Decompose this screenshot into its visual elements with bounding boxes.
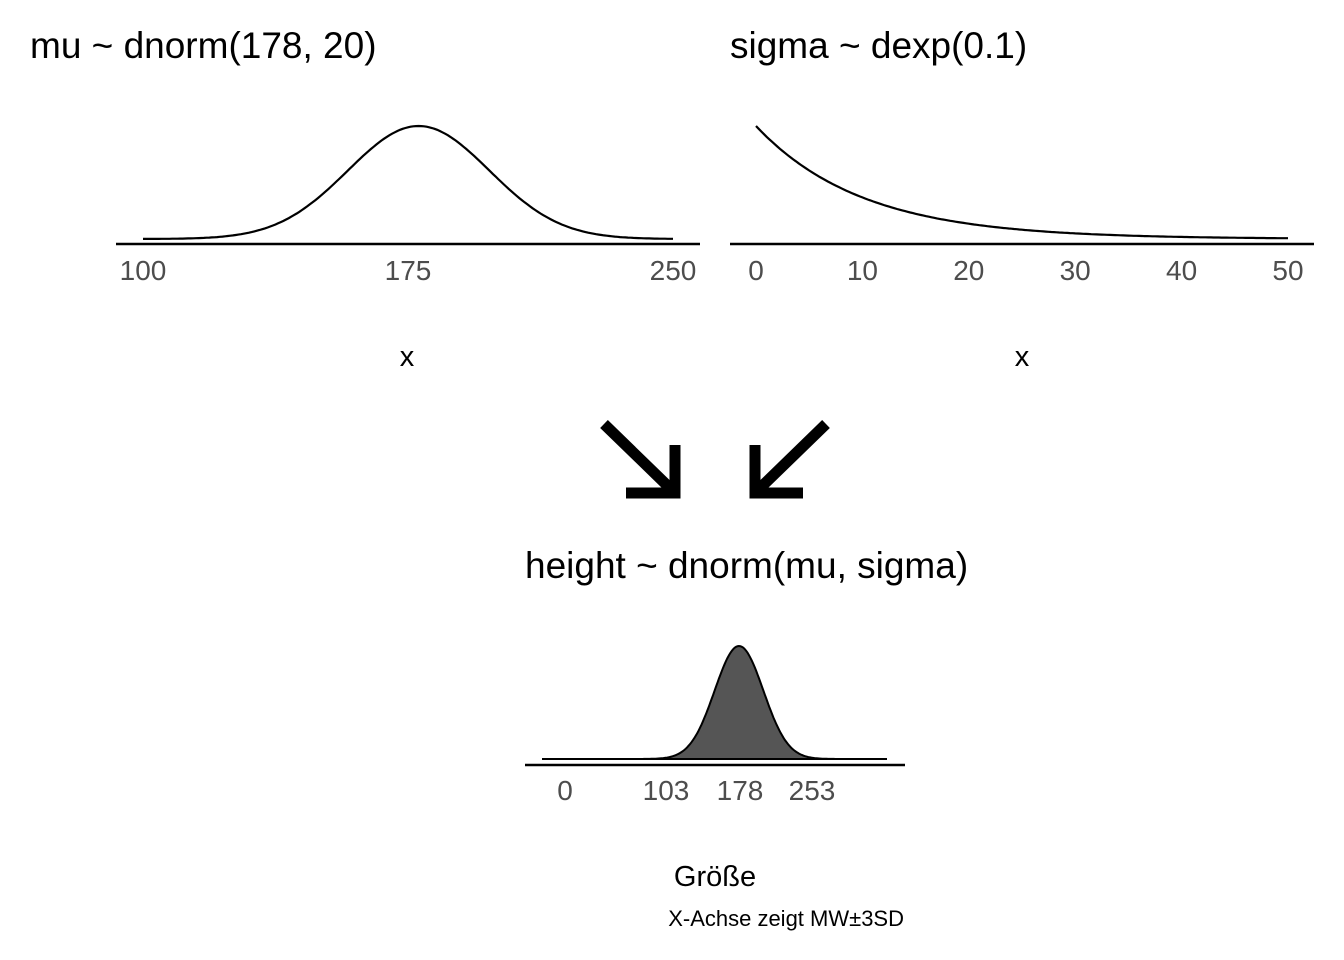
x-tick-label: 250 <box>650 255 697 286</box>
mu-tick-labels: 100 175 250 <box>120 255 697 286</box>
height-title: height ~ dnorm(mu, sigma) <box>525 545 968 586</box>
x-tick-label: 50 <box>1272 255 1303 286</box>
mu-prior-panel: mu ~ dnorm(178, 20) 100 175 250 x <box>30 25 700 373</box>
arrow-down-right-icon <box>600 420 681 499</box>
x-tick-label: 40 <box>1166 255 1197 286</box>
x-tick-label: 178 <box>717 775 764 806</box>
sigma-prior-title: sigma ~ dexp(0.1) <box>730 25 1027 66</box>
height-x-axis-label: Größe <box>674 861 756 893</box>
height-tick-labels: 0 103 178 253 <box>557 775 835 806</box>
x-tick-label: 100 <box>120 255 167 286</box>
sigma-tick-labels: 0 10 20 30 40 50 <box>748 255 1303 286</box>
height-density-area <box>542 644 887 760</box>
x-tick-label: 0 <box>748 255 764 286</box>
height-caption: X-Achse zeigt MW±3SD <box>668 906 904 931</box>
x-tick-label: 30 <box>1060 255 1091 286</box>
mu-x-axis-label: x <box>400 341 415 373</box>
sigma-x-axis-label: x <box>1015 341 1030 373</box>
height-likelihood-panel: height ~ dnorm(mu, sigma) 0 103 178 253 Grö… <box>525 545 968 931</box>
arrow-down-left-icon <box>749 420 830 499</box>
mu-prior-title: mu ~ dnorm(178, 20) <box>30 25 377 66</box>
x-tick-label: 253 <box>789 775 836 806</box>
sigma-density-curve <box>755 125 1288 240</box>
x-tick-label: 10 <box>847 255 878 286</box>
x-tick-label: 0 <box>557 775 573 806</box>
x-tick-label: 103 <box>643 775 690 806</box>
mu-density-curve <box>143 124 673 240</box>
x-tick-label: 20 <box>953 255 984 286</box>
x-tick-label: 175 <box>385 255 432 286</box>
sigma-prior-panel: sigma ~ dexp(0.1) 0 10 20 30 40 50 x <box>730 25 1314 373</box>
